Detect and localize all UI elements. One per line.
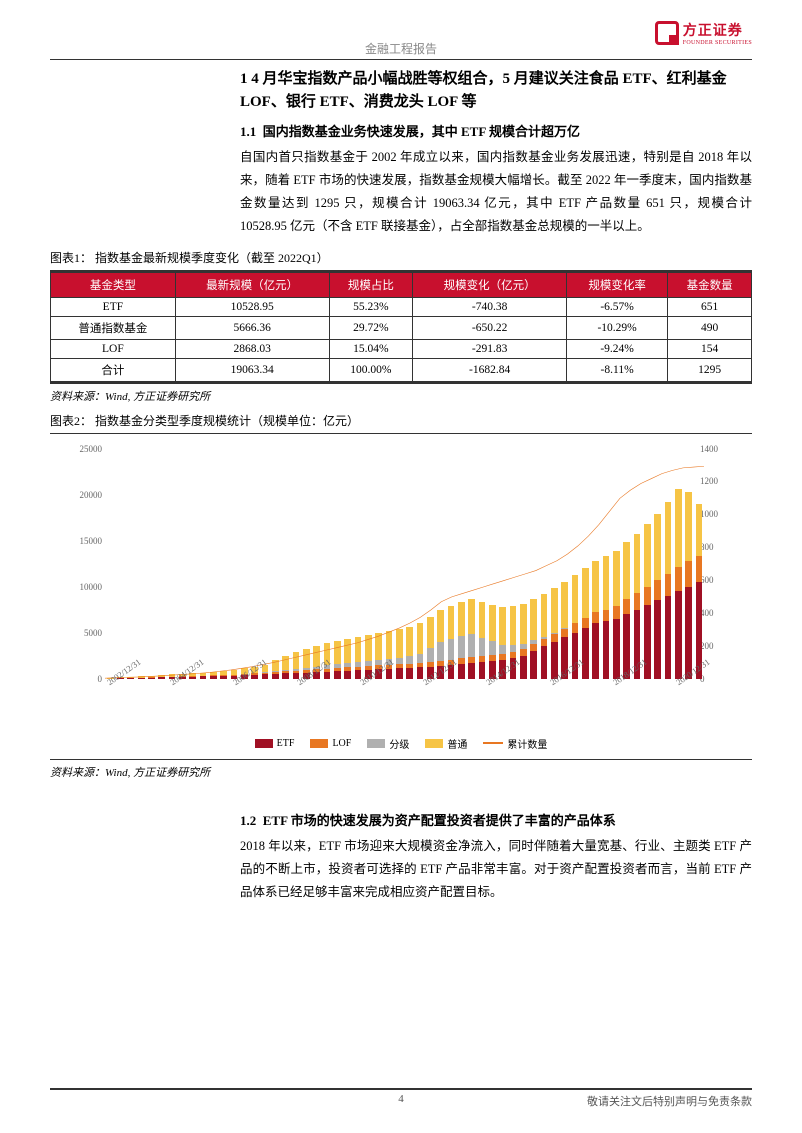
page-footer: 4 敬请关注文后特别声明与免责条款 [50, 1088, 752, 1109]
chart2-caption: 图表2： 指数基金分类型季度规模统计（规模单位：亿元） [50, 412, 752, 429]
section-1-1-title: 1.1 国内指数基金业务快速发展，其中 ETF 规模合计超万亿 [240, 121, 752, 140]
company-logo: 方正证券 FOUNDER SECURITIES [655, 20, 752, 46]
page-number: 4 [398, 1093, 404, 1105]
table1: 基金类型最新规模（亿元）规模占比规模变化（亿元）规模变化率基金数量 ETF105… [50, 272, 752, 382]
section-1-1-para: 自国内首只指数基金于 2002 年成立以来，国内指数基金业务发展迅速，特别是自 … [240, 146, 752, 239]
logo-mark-icon [655, 21, 679, 45]
x-axis: 2002/12/312004/12/312006/12/312008/12/31… [105, 679, 704, 714]
section-1-2-para: 2018 年以来，ETF 市场迎来大规模资金净流入，同时伴随着大量宽基、行业、主… [240, 835, 752, 904]
doc-type: 金融工程报告 [50, 40, 752, 57]
chart2-legend: ETFLOF分级普通累计数量 [50, 736, 752, 753]
page-header: 金融工程报告 [50, 40, 752, 60]
chart2-source: 资料来源：Wind, 方正证券研究所 [50, 764, 752, 780]
y-axis-right: 0200400600800100012001400 [700, 449, 742, 679]
table1-source: 资料来源：Wind, 方正证券研究所 [50, 388, 752, 404]
y-axis-left: 0500010000150002000025000 [60, 449, 102, 679]
section-1-title: 1 4 月华宝指数产品小幅战胜等权组合，5 月建议关注食品 ETF、红利基金 L… [240, 68, 752, 113]
table1-caption: 图表1： 指数基金最新规模季度变化（截至 2022Q1） [50, 249, 752, 266]
footer-disclaimer: 敬请关注文后特别声明与免责条款 [587, 1093, 752, 1109]
logo-cn: 方正证券 [683, 20, 752, 40]
chart2: 0500010000150002000025000 02004006008001… [60, 444, 742, 734]
section-1-2-title: 1.2 ETF 市场的快速发展为资产配置投资者提供了丰富的产品体系 [240, 810, 752, 829]
logo-en: FOUNDER SECURITIES [683, 40, 752, 46]
